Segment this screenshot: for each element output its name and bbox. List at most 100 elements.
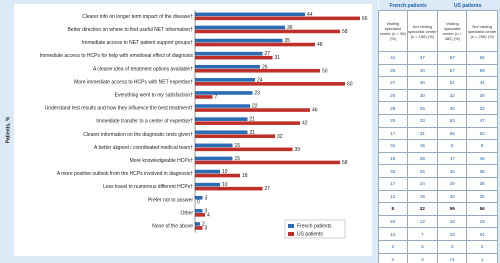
- table-row: 25 40 57 58: [378, 63, 498, 78]
- value-label: 0: [197, 199, 200, 205]
- value-label: 48: [317, 42, 323, 48]
- value-label: 44: [307, 12, 313, 18]
- bar: [195, 213, 205, 217]
- category-label: A clearer idea of treatment options avai…: [93, 66, 193, 72]
- bar: [195, 226, 203, 230]
- category-label: Understand test results and how they inf…: [45, 106, 194, 112]
- column-header: Not visiting specialist center (n = 156)…: [406, 10, 439, 52]
- category-label: Immediate access to NET patient support …: [82, 40, 193, 46]
- table-cell: 35: [466, 176, 498, 191]
- bar: [195, 38, 283, 43]
- table-row: 2 3 <1 1: [378, 252, 498, 263]
- value-label: 27: [265, 186, 271, 192]
- column-header: Not visiting specialist center (n = 255)…: [466, 10, 498, 52]
- table-cell: 30: [437, 101, 468, 115]
- category-label: Everything went to my satisfaction†: [115, 92, 194, 98]
- bar: [195, 186, 263, 191]
- table-cell: 56: [466, 202, 498, 216]
- table-cell: 20: [378, 88, 408, 103]
- table-cell: 33: [466, 101, 498, 115]
- table-cell: 8: [378, 202, 408, 216]
- category-label: Clearer information on the diagnostic te…: [83, 132, 193, 138]
- table-cell: 3: [406, 252, 439, 263]
- table-row: 17 31 65 62: [378, 126, 498, 141]
- table-row: 12 19 40 30: [378, 189, 498, 204]
- value-label: 24: [257, 77, 263, 83]
- value-label: 36: [287, 25, 293, 31]
- table-cell: 47: [406, 51, 439, 65]
- table-cell: 18: [466, 214, 498, 229]
- table-cell: 32: [437, 88, 468, 103]
- category-label: Prefer not to answer: [148, 197, 193, 203]
- table-cell: 1: [466, 252, 498, 263]
- table-cell: 33: [406, 113, 439, 128]
- table-cell: <1: [437, 252, 468, 263]
- value-label: 10: [222, 169, 228, 175]
- table-cell: 58: [466, 63, 498, 78]
- bar: [195, 104, 250, 108]
- table-cell: 2: [466, 239, 498, 254]
- axis-label: Patients, %: [5, 116, 11, 143]
- value-label: 3: [205, 208, 208, 214]
- table-row: 17 24 29 35: [378, 176, 498, 191]
- value-label: 2: [202, 221, 205, 227]
- value-label: 7: [215, 94, 218, 100]
- bar: [195, 25, 285, 30]
- table-cell: 45: [437, 164, 468, 178]
- bar: [195, 55, 273, 60]
- category-label: More knowledgeable HCPs†: [130, 158, 194, 164]
- bar: [195, 68, 320, 73]
- table-cell: 19: [378, 151, 408, 166]
- value-label: 15: [235, 143, 241, 149]
- table-cell: 30: [466, 189, 498, 204]
- bar: [195, 95, 213, 99]
- value-label: 27: [265, 51, 271, 57]
- table-cell: 5: [437, 139, 468, 153]
- table-cell: 30: [406, 88, 439, 103]
- value-label: 60: [347, 81, 353, 87]
- table-cell: 47: [437, 151, 468, 166]
- value-label: 39: [295, 147, 301, 153]
- value-label: 10: [222, 182, 228, 188]
- table-row: 19 28 47 46: [378, 151, 498, 166]
- value-label: 23: [255, 90, 261, 96]
- table-cell: 3: [406, 239, 439, 254]
- legend-swatch: [288, 224, 294, 228]
- category-label: More immediate access to HCPs with NET e…: [74, 79, 193, 85]
- table-cell: 44: [466, 76, 498, 90]
- table-cell: 26: [406, 101, 439, 115]
- table-cell: 59: [437, 202, 468, 216]
- table-cell: 28: [406, 151, 439, 166]
- bar: [195, 173, 240, 178]
- bar: [195, 160, 340, 165]
- category-label: A better aligned / coordinated medical t…: [94, 145, 193, 151]
- bar: [195, 42, 315, 47]
- value-label: 26: [262, 64, 268, 70]
- table-cell: 40: [437, 189, 468, 204]
- table-cell: 23: [437, 227, 468, 241]
- table-cell: 17: [378, 126, 408, 141]
- value-label: 50: [322, 68, 328, 74]
- table-cell: 65: [437, 126, 468, 141]
- bar: [195, 108, 310, 112]
- bar: [195, 130, 248, 135]
- legend-label: French patients: [297, 223, 332, 229]
- value-label: 42: [302, 121, 308, 127]
- table-cell: 16: [406, 139, 439, 153]
- table-row: 27 40 51 44: [378, 76, 498, 90]
- table-cell: 12: [406, 214, 439, 229]
- legend-label: US patients: [297, 231, 323, 237]
- table-cell: 30: [466, 88, 498, 103]
- table-cell: 46: [466, 151, 498, 166]
- table-cell: 65: [466, 51, 498, 65]
- table: French patients US patients Visiting spec…: [378, 2, 498, 263]
- table-cell: 7: [406, 227, 439, 241]
- bar: [195, 91, 253, 95]
- table-row: 29 26 30 33: [378, 101, 498, 115]
- value-label: 46: [312, 108, 318, 114]
- legend-swatch: [288, 232, 294, 236]
- bar: [195, 12, 305, 17]
- bar: [195, 51, 263, 56]
- category-label: None of the above: [152, 223, 193, 229]
